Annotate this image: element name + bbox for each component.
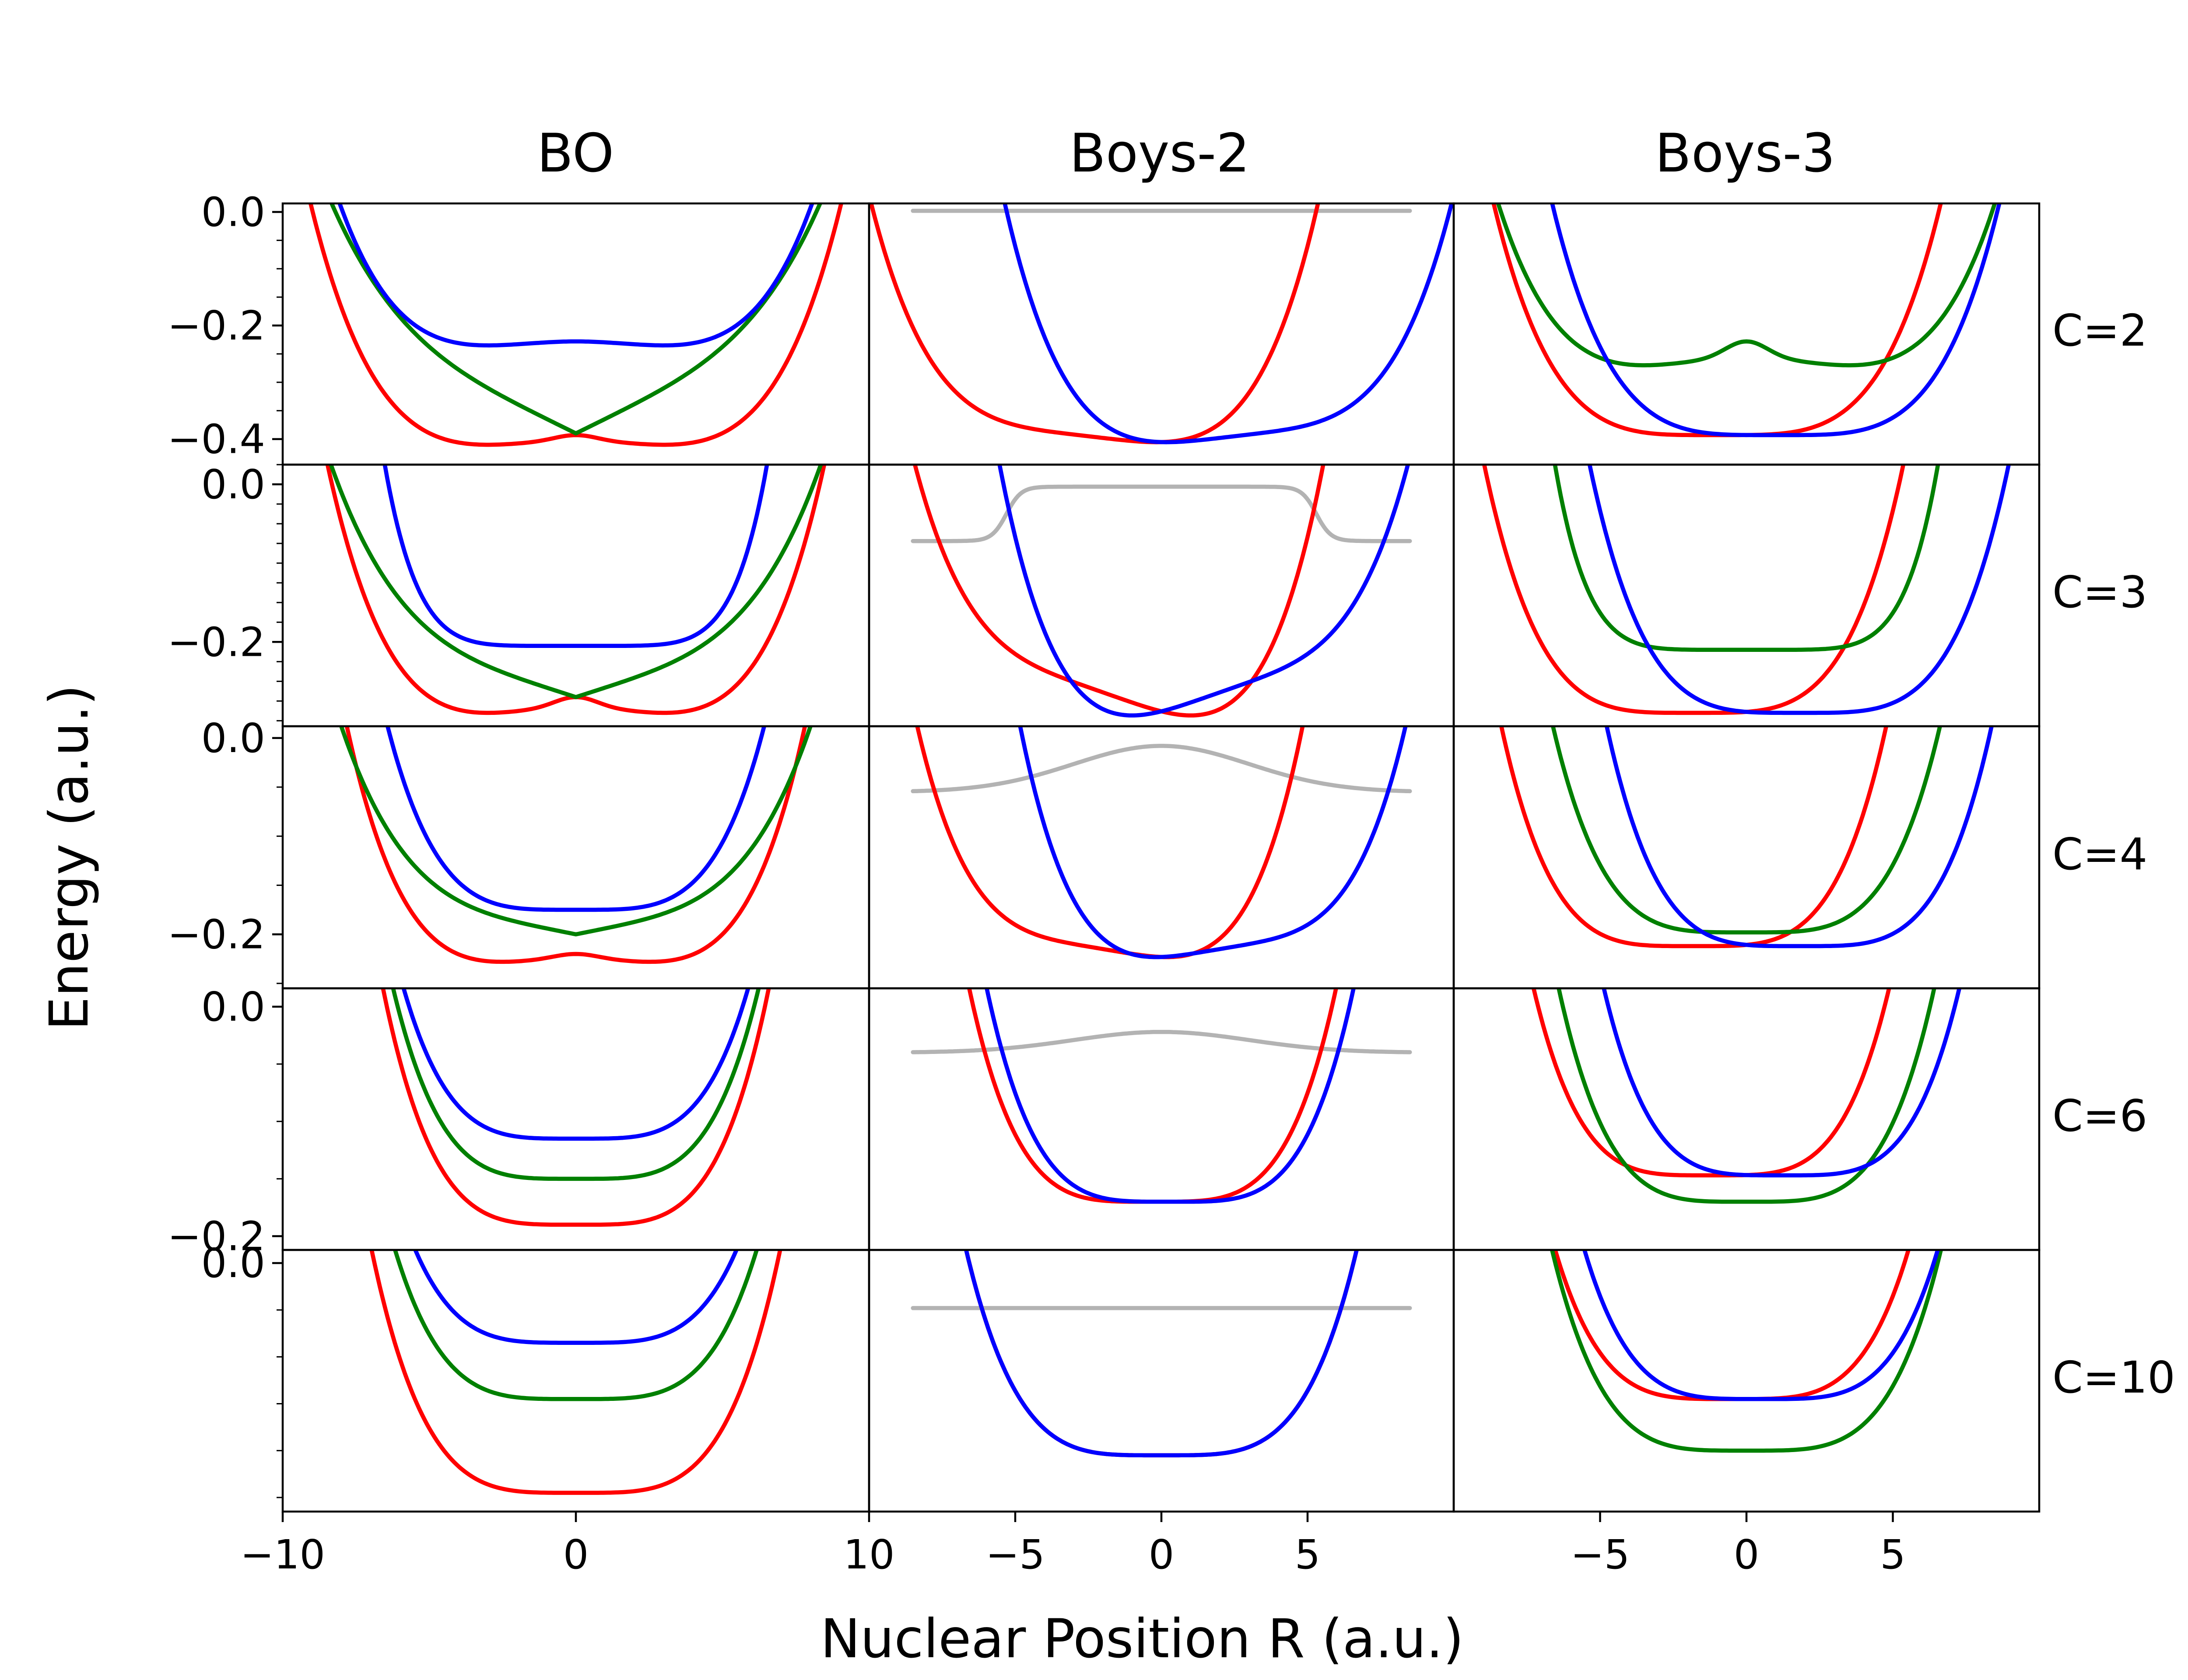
column-title-boys-2: Boys-2	[1069, 122, 1250, 184]
row-label-c3: C=3	[2052, 567, 2147, 618]
row-label-c6: C=6	[2052, 1090, 2147, 1141]
series-gray-line	[911, 1029, 1412, 1054]
x-axis-label: Nuclear Position R (a.u.)	[820, 1608, 1464, 1670]
y-tick-label: 0.0	[201, 984, 265, 1030]
series-blue-line	[985, 988, 1356, 1204]
panel-curves	[911, 465, 1412, 718]
y-tick-label: −0.4	[168, 416, 265, 463]
series-blue-line	[382, 465, 769, 648]
series-green-line	[1496, 203, 1997, 368]
series-green-line	[1553, 465, 1940, 652]
x-tick-label: 5	[1295, 1531, 1321, 1578]
series-gray-line	[911, 744, 1412, 794]
x-tick-label: 0	[1734, 1531, 1760, 1578]
series-blue-line	[1003, 203, 1454, 444]
panel-curves	[308, 203, 844, 447]
y-tick-label: −0.2	[168, 302, 265, 349]
series-blue-line	[401, 988, 750, 1141]
series-red-line	[344, 726, 807, 964]
series-blue-line	[1602, 988, 1962, 1178]
series-green-line	[1550, 726, 1943, 934]
panel-curves	[869, 203, 1454, 444]
panel-curves	[1531, 988, 1962, 1204]
panel-curves	[911, 726, 1412, 959]
series-blue-line	[1018, 726, 1408, 959]
y-tick-label: 0.0	[201, 1240, 265, 1287]
panel-curves	[369, 1250, 782, 1495]
series-blue-line	[413, 1250, 739, 1345]
series-blue-line	[964, 1250, 1359, 1458]
labels-layer: 0.0−0.2−0.40.0−0.20.0−0.20.0−0.20.0−10 0 1…	[168, 189, 1906, 1578]
panel-curves	[911, 988, 1412, 1204]
series-red-line	[369, 1250, 782, 1495]
series-blue-line	[1604, 726, 1994, 948]
panel-curves	[381, 988, 771, 1227]
series-green-line	[393, 1250, 759, 1401]
series-blue-line	[1550, 203, 2002, 438]
y-tick-label: −0.2	[168, 619, 265, 665]
y-axis-label: Energy (a.u.)	[38, 685, 100, 1031]
panel-curves	[911, 1250, 1412, 1458]
row-label-c4: C=4	[2052, 829, 2147, 880]
y-tick-label: 0.0	[201, 715, 265, 762]
x-tick-label: 0	[1149, 1531, 1175, 1578]
panel-curves	[1491, 203, 2002, 438]
x-tick-label: 0	[563, 1531, 589, 1578]
panel-curves	[1499, 726, 1994, 948]
series-blue-line	[1587, 465, 2011, 715]
column-title-bo: BO	[537, 122, 614, 184]
panel-curves	[1482, 465, 2011, 715]
row-label-c2: C=2	[2052, 305, 2147, 356]
panel-curves	[1550, 1250, 1943, 1453]
series-green-line	[1557, 988, 1936, 1204]
x-tick-label: 5	[1880, 1531, 1906, 1578]
y-tick-label: 0.0	[201, 461, 265, 508]
series-gray-line	[911, 484, 1412, 543]
series-blue-line	[997, 465, 1410, 718]
x-tick-label: −5	[1571, 1531, 1630, 1578]
series-blue-line	[1582, 1250, 1940, 1401]
series-green-line	[329, 465, 823, 700]
series-red-line	[381, 988, 771, 1227]
panel-r1-c1	[272, 202, 870, 466]
series-green-line	[1550, 1250, 1943, 1453]
x-tick-label: −5	[985, 1531, 1045, 1578]
y-tick-label: −0.2	[168, 911, 265, 958]
panel-r5-c3	[1452, 1249, 2041, 1522]
panel-curves	[325, 465, 827, 715]
x-tick-label: 10	[843, 1531, 894, 1578]
series-blue-line	[385, 726, 767, 912]
row-label-c10: C=10	[2052, 1352, 2175, 1403]
x-tick-label: −10	[240, 1531, 325, 1578]
series-green-line	[391, 988, 761, 1181]
panel-curves	[339, 726, 813, 964]
y-tick-label: −0.2	[168, 1213, 265, 1260]
series-blue-line	[337, 203, 814, 348]
series-green-line	[329, 203, 823, 436]
series-green-line	[339, 726, 813, 937]
panels-layer	[272, 202, 2041, 1522]
y-tick-label: 0.0	[201, 189, 265, 235]
column-title-boys-3: Boys-3	[1655, 122, 1835, 184]
